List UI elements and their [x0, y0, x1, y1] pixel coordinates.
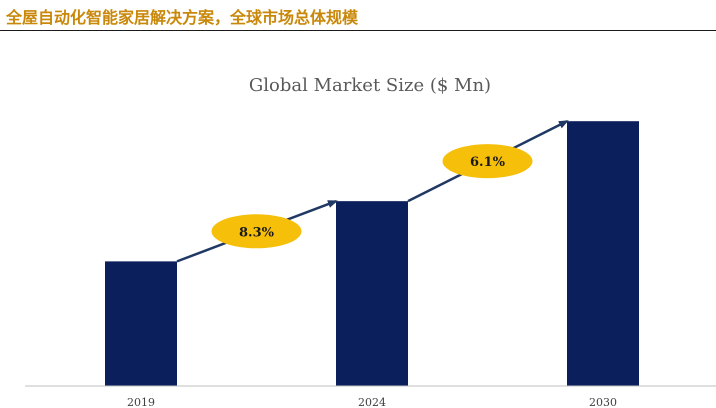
cagr-label: 8.3%	[239, 225, 275, 240]
header-divider	[0, 30, 716, 31]
bar-2024	[336, 201, 408, 386]
cagr-badge	[211, 214, 302, 249]
bar-2030	[567, 121, 639, 386]
cagr-label: 6.1%	[470, 155, 506, 170]
x-tick-label: 2030	[589, 396, 617, 408]
x-tick-label: 2024	[358, 396, 386, 408]
chart-title: Global Market Size ($ Mn)	[249, 75, 491, 96]
x-tick-label: 2019	[127, 396, 155, 408]
page-title: 全屋自动化智能家居解决方案，全球市场总体规模	[6, 8, 359, 27]
cagr-badge	[442, 144, 533, 179]
bar-2019	[105, 261, 177, 386]
